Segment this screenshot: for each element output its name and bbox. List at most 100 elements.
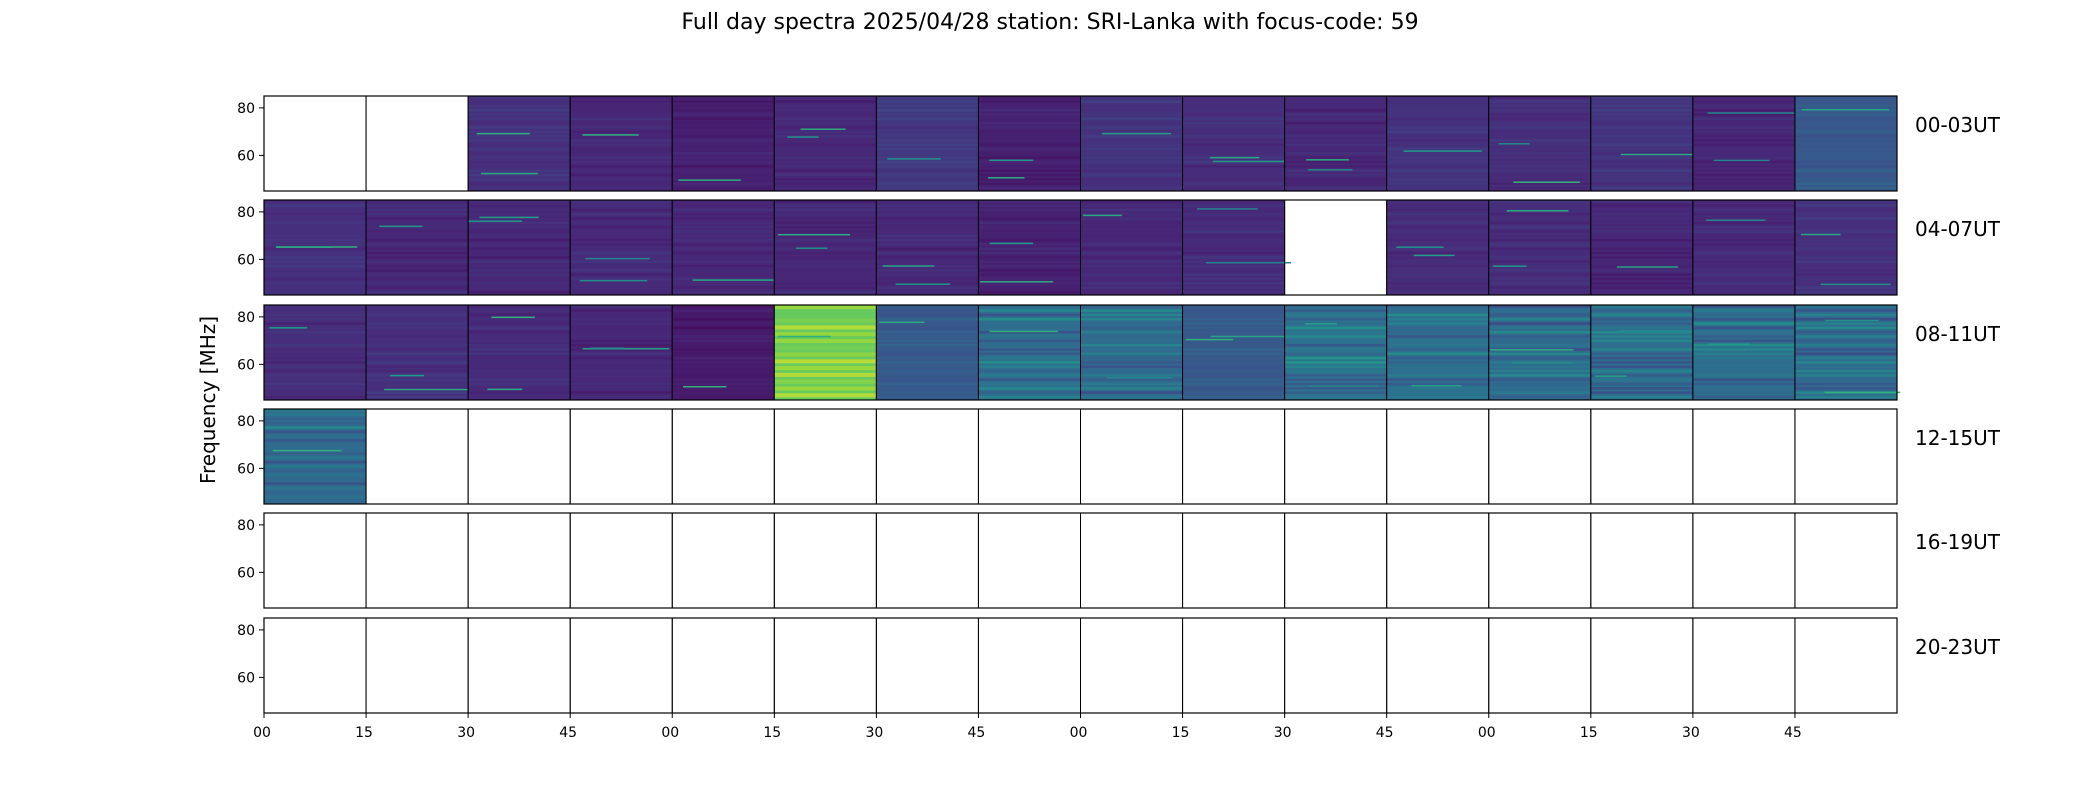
spectral-band	[570, 269, 673, 272]
spectral-band	[1692, 378, 1795, 381]
spectral-band	[774, 264, 877, 268]
spectral-band	[264, 499, 367, 503]
rfi-streak	[272, 449, 342, 452]
spectral-band	[570, 152, 673, 155]
spectral-band	[1182, 391, 1285, 394]
spectral-band	[1284, 356, 1387, 360]
spectral-band	[1488, 212, 1591, 216]
spectral-band	[366, 282, 469, 285]
spectral-band	[264, 243, 367, 246]
row-label: 00-03UT	[1915, 113, 2001, 137]
spectral-band	[1590, 326, 1693, 330]
spectral-band	[366, 290, 469, 294]
spectral-band	[468, 200, 571, 203]
spectral-band	[570, 147, 673, 151]
spectral-band	[876, 326, 979, 330]
spectral-band	[1182, 139, 1285, 142]
spectral-band	[1692, 251, 1795, 255]
spectral-band	[1590, 305, 1693, 308]
panel-border	[365, 95, 469, 192]
spectral-band	[1590, 361, 1693, 364]
rfi-streak	[1306, 159, 1349, 161]
spectral-band	[1386, 225, 1489, 229]
rfi-streak	[1185, 338, 1234, 341]
spectral-band	[264, 456, 367, 460]
spectral-band	[1794, 256, 1897, 259]
spectral-band	[366, 212, 469, 216]
spectral-band	[876, 247, 979, 251]
spectral-band	[1692, 230, 1795, 233]
spectral-band	[1182, 121, 1285, 125]
spectral-band	[1080, 230, 1183, 233]
row-label: 20-23UT	[1915, 635, 2001, 659]
spectrum-panel	[569, 304, 673, 401]
spectral-band	[1386, 369, 1489, 373]
spectral-band	[978, 277, 1081, 281]
spectrum-panel	[773, 199, 877, 296]
spectral-band	[672, 374, 775, 377]
spectral-band	[570, 305, 673, 308]
spectral-band	[876, 339, 979, 343]
spectral-band	[1794, 348, 1897, 351]
spectral-band	[570, 382, 673, 386]
spectral-band	[774, 256, 877, 259]
spectral-band	[1590, 204, 1693, 207]
spectral-band	[1284, 121, 1387, 125]
spectral-band	[1182, 130, 1285, 134]
panel-border	[467, 408, 571, 505]
spectral-band	[876, 374, 979, 377]
spectral-band	[672, 352, 775, 356]
spectral-band	[1794, 395, 1897, 399]
spectral-band	[978, 374, 1081, 377]
spectral-band	[1386, 165, 1489, 168]
spectral-band	[1080, 387, 1183, 390]
spectral-band	[1794, 273, 1897, 276]
spectrum-panel	[1182, 512, 1286, 609]
spectral-band	[1182, 230, 1285, 233]
spectrum-panel	[1692, 512, 1796, 609]
spectral-band	[570, 322, 673, 325]
spectral-band	[570, 374, 673, 377]
row-frame	[263, 304, 1898, 401]
spectral-band	[672, 243, 775, 246]
spectral-band	[774, 230, 877, 233]
spectral-band	[978, 305, 1081, 308]
spectral-band	[570, 335, 673, 338]
spectral-band	[1590, 339, 1693, 343]
spectral-band	[1692, 169, 1795, 172]
spectral-band	[1692, 382, 1795, 386]
spectral-band	[264, 290, 367, 294]
rfi-streak	[988, 177, 1025, 179]
spectral-band	[366, 322, 469, 325]
spectral-band	[774, 200, 877, 203]
spectral-band	[1386, 343, 1489, 347]
spectral-band	[1284, 143, 1387, 147]
spectral-band	[264, 361, 367, 364]
spectral-band	[876, 330, 979, 334]
spectral-band	[1590, 126, 1693, 129]
spectral-band	[570, 387, 673, 390]
spectral-band	[264, 208, 367, 212]
spectrum-panel	[263, 408, 367, 505]
spectral-band	[1590, 273, 1693, 276]
spectral-band	[1182, 378, 1285, 381]
spectrum-panel	[1386, 304, 1490, 401]
spectral-band	[468, 169, 571, 172]
rfi-streak	[1212, 160, 1292, 163]
spectral-band	[1182, 348, 1285, 351]
rfi-streak	[582, 348, 670, 350]
panel-border	[875, 408, 979, 505]
spectral-band	[1488, 305, 1591, 308]
spectrum-panel	[1284, 408, 1388, 505]
spectral-band	[774, 117, 877, 121]
spectral-band	[1590, 335, 1693, 338]
y-tick-label: 60	[237, 670, 255, 686]
spectral-band	[1386, 234, 1489, 238]
spectrum-panel	[1590, 617, 1694, 714]
spectral-band	[1692, 121, 1795, 125]
spectral-band	[1692, 156, 1795, 160]
spectral-band	[1692, 339, 1795, 343]
spectral-band	[1386, 260, 1489, 264]
spectral-band	[1590, 395, 1693, 399]
spectrum-panel	[365, 95, 469, 192]
